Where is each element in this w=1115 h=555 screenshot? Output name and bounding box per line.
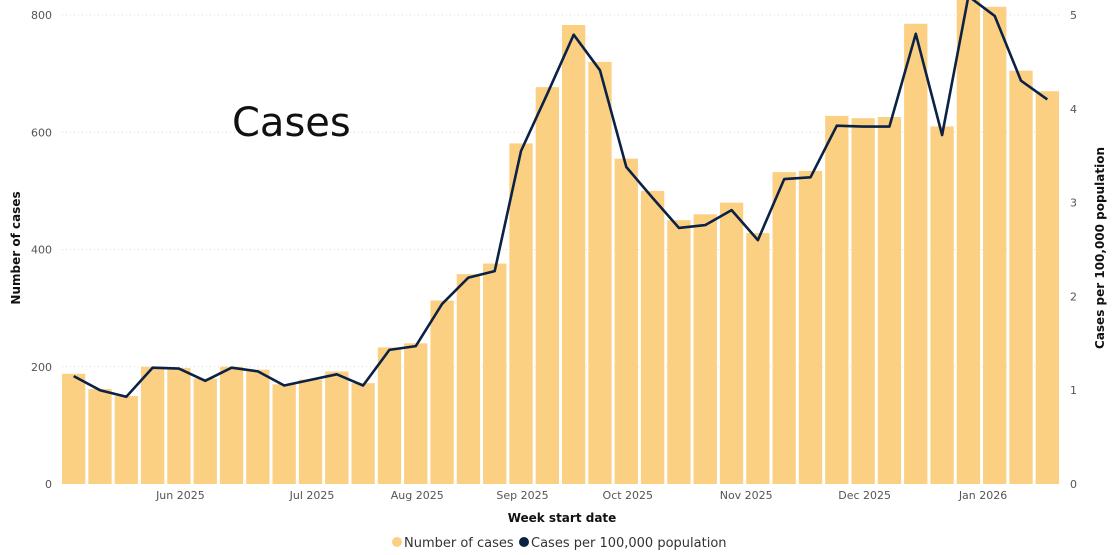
- bar[interactable]: [246, 369, 270, 484]
- bar[interactable]: [825, 115, 849, 485]
- bar[interactable]: [562, 24, 586, 485]
- bar[interactable]: [1009, 70, 1033, 484]
- bar[interactable]: [535, 87, 559, 484]
- line-series-cases-per-100k: [73, 0, 1049, 399]
- legend-label-cases-per-100k: Cases per 100,000 population: [531, 536, 727, 551]
- right-axis-tick-labels: 0 1 2 3 4 5: [1070, 9, 1077, 491]
- bar[interactable]: [1035, 91, 1059, 485]
- bar[interactable]: [167, 367, 191, 484]
- bar[interactable]: [404, 343, 428, 484]
- bar[interactable]: [930, 126, 954, 484]
- x-tick-label: Dec 2025: [838, 489, 891, 502]
- bar[interactable]: [614, 158, 638, 484]
- x-tick-label: Oct 2025: [603, 489, 654, 502]
- x-tick-label: Jan 2026: [958, 489, 1007, 502]
- y-axis-title-left: Number of cases: [9, 191, 23, 304]
- bar[interactable]: [351, 383, 375, 484]
- bar[interactable]: [456, 274, 481, 484]
- legend-marker-number-of-cases: [392, 537, 402, 547]
- bar[interactable]: [956, 0, 981, 484]
- y2-tick-label: 1: [1070, 384, 1077, 397]
- bar[interactable]: [851, 118, 875, 485]
- left-axis-tick-labels: 0 200 400 600 800: [31, 9, 52, 491]
- y2-tick-label: 4: [1070, 103, 1077, 116]
- bar[interactable]: [719, 202, 744, 484]
- y-tick-label: 0: [45, 478, 52, 491]
- bar-series-number-of-cases: [62, 0, 1059, 485]
- x-tick-label: Jun 2025: [155, 489, 205, 502]
- bar[interactable]: [114, 396, 138, 484]
- x-tick-label: Jul 2025: [289, 489, 335, 502]
- y2-tick-label: 2: [1070, 290, 1077, 303]
- bar[interactable]: [640, 190, 665, 484]
- y-axis-title-right: Cases per 100,000 population: [1093, 147, 1107, 349]
- legend-label-number-of-cases: Number of cases: [404, 536, 514, 551]
- legend: Number of cases Cases per 100,000 popula…: [392, 536, 727, 551]
- bar[interactable]: [88, 389, 112, 484]
- x-tick-label: Nov 2025: [720, 489, 773, 502]
- bar[interactable]: [693, 214, 717, 484]
- y2-tick-label: 3: [1070, 197, 1077, 210]
- bar[interactable]: [325, 371, 349, 484]
- y-tick-label: 600: [31, 126, 52, 139]
- x-axis-tick-labels: Jun 2025 Jul 2025 Aug 2025 Sep 2025 Oct 2025…: [155, 489, 1007, 502]
- bar[interactable]: [904, 23, 928, 484]
- bar[interactable]: [667, 220, 691, 484]
- y-tick-label: 800: [31, 9, 52, 22]
- bar[interactable]: [298, 379, 323, 484]
- bar[interactable]: [772, 172, 796, 485]
- bar[interactable]: [588, 61, 612, 485]
- legend-marker-cases-per-100k: [519, 537, 529, 547]
- bar[interactable]: [272, 384, 296, 484]
- y2-tick-label: 0: [1070, 478, 1077, 491]
- bar[interactable]: [62, 373, 86, 484]
- y2-tick-label: 5: [1070, 9, 1077, 22]
- x-tick-label: Aug 2025: [391, 489, 444, 502]
- bar[interactable]: [983, 6, 1007, 484]
- bar[interactable]: [746, 233, 770, 484]
- x-axis-title: Week start date: [508, 511, 617, 525]
- bar[interactable]: [193, 378, 217, 484]
- y-tick-label: 400: [31, 244, 52, 257]
- bar[interactable]: [877, 117, 902, 484]
- bar[interactable]: [509, 143, 533, 485]
- x-tick-label: Sep 2025: [496, 489, 548, 502]
- bar[interactable]: [798, 170, 823, 484]
- bar[interactable]: [430, 300, 454, 484]
- bar[interactable]: [219, 366, 244, 484]
- bar[interactable]: [483, 263, 507, 484]
- bar[interactable]: [377, 347, 402, 484]
- overlay-title: Cases: [232, 100, 351, 146]
- y-tick-label: 200: [31, 361, 52, 374]
- bar[interactable]: [140, 366, 165, 484]
